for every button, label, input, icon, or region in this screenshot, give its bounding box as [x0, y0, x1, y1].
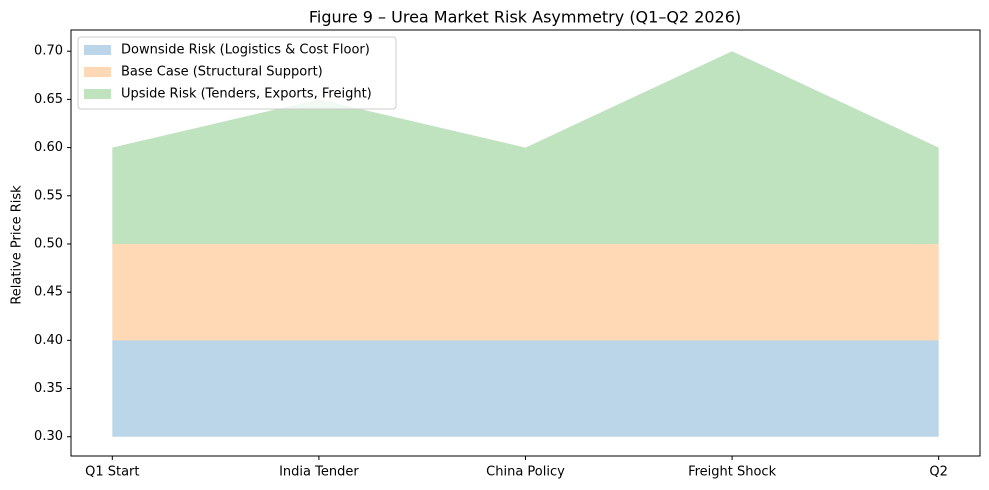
- x-tick-label: Freight Shock: [688, 465, 777, 480]
- area: [112, 340, 939, 437]
- legend-label: Downside Risk (Logistics & Cost Floor): [121, 43, 370, 58]
- y-tick-label: 0.70: [34, 44, 63, 59]
- legend-frame: [77, 36, 397, 110]
- x-tick-label: Q2: [929, 465, 948, 480]
- y-tick-label: 0.50: [34, 236, 63, 251]
- y-tick-label: 0.60: [34, 140, 63, 155]
- legend-swatch: [84, 89, 111, 99]
- chart-title: Figure 9 – Urea Market Risk Asymmetry (Q…: [309, 8, 741, 27]
- legend-swatch: [84, 67, 111, 77]
- x-tick-label: India Tender: [279, 465, 359, 480]
- legend-label: Upside Risk (Tenders, Exports, Freight): [121, 87, 372, 102]
- area: [112, 243, 939, 341]
- y-tick-label: 0.55: [34, 188, 63, 203]
- y-tick-label: 0.40: [34, 333, 63, 348]
- y-tick-label: 0.65: [34, 92, 63, 107]
- x-tick-label: Q1 Start: [85, 465, 139, 480]
- y-tick-label: 0.30: [34, 429, 63, 444]
- y-tick-label: 0.35: [34, 381, 63, 396]
- y-tick-label: 0.45: [34, 285, 63, 300]
- legend: Downside Risk (Logistics & Cost Floor) Ba…: [77, 36, 397, 110]
- legend-label: Base Case (Structural Support): [121, 65, 323, 80]
- y-axis-label: Relative Price Risk: [10, 185, 25, 305]
- legend-swatch: [84, 45, 111, 55]
- x-tick-label: China Policy: [486, 465, 565, 480]
